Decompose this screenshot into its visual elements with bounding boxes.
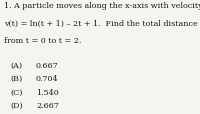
Text: from t = 0 to t = 2.: from t = 0 to t = 2. bbox=[4, 36, 81, 44]
Text: (C): (C) bbox=[10, 88, 22, 96]
Text: 0.667: 0.667 bbox=[36, 62, 59, 70]
Text: 1. A particle moves along the x-axis with velocity model: 1. A particle moves along the x-axis wit… bbox=[4, 2, 200, 10]
Text: (A): (A) bbox=[10, 62, 22, 70]
Text: (B): (B) bbox=[10, 75, 22, 83]
Text: (D): (D) bbox=[10, 101, 23, 109]
Text: 0.704: 0.704 bbox=[36, 75, 59, 83]
Text: 1.540: 1.540 bbox=[36, 88, 59, 96]
Text: v(t) = ln(t + 1) – 2t + 1.  Find the total distance traveled: v(t) = ln(t + 1) – 2t + 1. Find the tota… bbox=[4, 19, 200, 27]
Text: 2.667: 2.667 bbox=[36, 101, 59, 109]
